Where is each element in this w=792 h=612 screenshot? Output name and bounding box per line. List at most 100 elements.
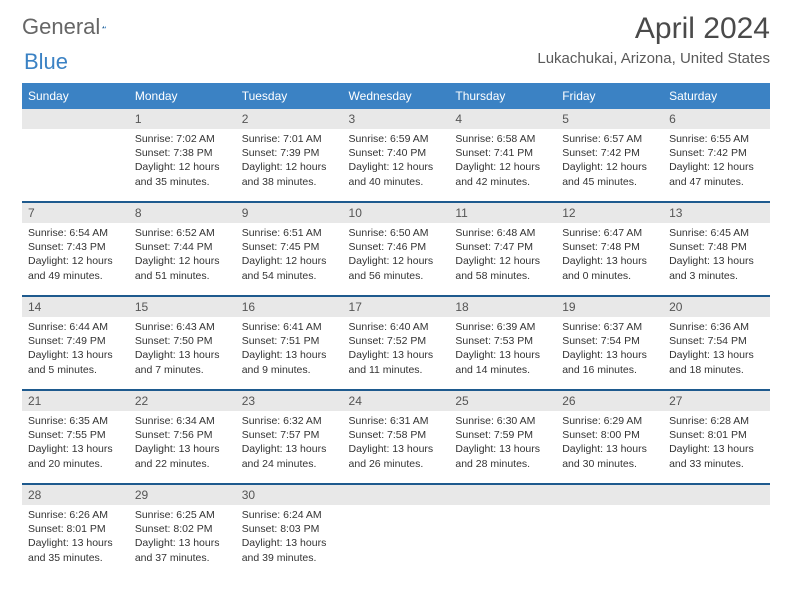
week-row: 28Sunrise: 6:26 AMSunset: 8:01 PMDayligh… bbox=[22, 485, 770, 577]
sunset-text: Sunset: 7:58 PM bbox=[349, 428, 444, 442]
daylight-text: Daylight: 13 hours and 24 minutes. bbox=[242, 442, 337, 470]
sunrise-text: Sunrise: 6:55 AM bbox=[669, 132, 764, 146]
sunset-text: Sunset: 7:42 PM bbox=[669, 146, 764, 160]
day-cell bbox=[663, 485, 770, 577]
day-cell: 30 Sunrise: 6:24 AMSunset: 8:03 PMDayligh… bbox=[236, 485, 343, 577]
day-cell: 15Sunrise: 6:43 AMSunset: 7:50 PMDayligh… bbox=[129, 297, 236, 389]
day-details: Sunrise: 6:40 AMSunset: 7:52 PMDaylight:… bbox=[343, 317, 450, 381]
day-number: 19 bbox=[556, 297, 663, 317]
daylight-text: Daylight: 13 hours and 7 minutes. bbox=[135, 348, 230, 376]
daylight-text: Daylight: 13 hours and 14 minutes. bbox=[455, 348, 550, 376]
week-row: 7 Sunrise: 6:54 AMSunset: 7:43 PM Daylight… bbox=[22, 203, 770, 295]
day-number: 18 bbox=[449, 297, 556, 317]
day-number: 4 bbox=[449, 109, 556, 129]
sunset-text: Sunset: 7:55 PM bbox=[28, 428, 123, 442]
day-header: Thursday bbox=[449, 83, 556, 109]
sunrise-text: Sunrise: 6:37 AM bbox=[562, 320, 657, 334]
day-cell: 9Sunrise: 6:51 AMSunset: 7:45 PMDaylight… bbox=[236, 203, 343, 295]
day-details: Sunrise: 6:31 AMSunset: 7:58 PMDaylight:… bbox=[343, 411, 450, 475]
sunset-text: Sunset: 7:43 PM bbox=[28, 240, 123, 254]
sunrise-text: Sunrise: 6:25 AM bbox=[135, 508, 230, 522]
day-cell: 22Sunrise: 6:34 AMSunset: 7:56 PMDayligh… bbox=[129, 391, 236, 483]
sunrise-text: Sunrise: 6:54 AM bbox=[28, 226, 123, 240]
brand-logo: General bbox=[22, 14, 126, 40]
brand-part2: Blue bbox=[24, 49, 68, 75]
daylight-text: Daylight: 13 hours and 16 minutes. bbox=[562, 348, 657, 376]
day-details: Sunrise: 6:57 AMSunset: 7:42 PMDaylight:… bbox=[556, 129, 663, 193]
sunset-text: Sunset: 7:44 PM bbox=[135, 240, 230, 254]
month-title: April 2024 bbox=[537, 14, 770, 44]
day-number: 7 bbox=[22, 203, 129, 223]
daylight-text: Daylight: 12 hours and 38 minutes. bbox=[242, 160, 337, 188]
sunrise-text: Sunrise: 6:30 AM bbox=[455, 414, 550, 428]
daylight-text: Daylight: 13 hours and 5 minutes. bbox=[28, 348, 123, 376]
day-number: 6 bbox=[663, 109, 770, 129]
day-number bbox=[343, 485, 450, 505]
day-number: 1 bbox=[129, 109, 236, 129]
day-cell: 21Sunrise: 6:35 AMSunset: 7:55 PMDayligh… bbox=[22, 391, 129, 483]
daylight-text: Daylight: 12 hours and 35 minutes. bbox=[135, 160, 230, 188]
sunrise-text: Sunrise: 6:28 AM bbox=[669, 414, 764, 428]
week-row: 14Sunrise: 6:44 AMSunset: 7:49 PMDayligh… bbox=[22, 297, 770, 389]
day-details: Sunrise: 6:36 AMSunset: 7:54 PMDaylight:… bbox=[663, 317, 770, 381]
day-number: 20 bbox=[663, 297, 770, 317]
day-number: 13 bbox=[663, 203, 770, 223]
sunrise-text: Sunrise: 6:48 AM bbox=[455, 226, 550, 240]
day-number: 23 bbox=[236, 391, 343, 411]
daylight-text: Daylight: 13 hours and 39 minutes. bbox=[242, 536, 337, 564]
day-details: Sunrise: 6:50 AMSunset: 7:46 PMDaylight:… bbox=[343, 223, 450, 287]
day-cell: 5Sunrise: 6:57 AMSunset: 7:42 PMDaylight… bbox=[556, 109, 663, 201]
sunset-text: Sunset: 7:39 PM bbox=[242, 146, 337, 160]
day-cell: 13Sunrise: 6:45 AMSunset: 7:48 PMDayligh… bbox=[663, 203, 770, 295]
day-header: Friday bbox=[556, 83, 663, 109]
sunset-text: Sunset: 7:54 PM bbox=[669, 334, 764, 348]
day-cell: 6Sunrise: 6:55 AMSunset: 7:42 PMDaylight… bbox=[663, 109, 770, 201]
sunrise-text: Sunrise: 6:35 AM bbox=[28, 414, 123, 428]
day-cell: 17Sunrise: 6:40 AMSunset: 7:52 PMDayligh… bbox=[343, 297, 450, 389]
day-number: 21 bbox=[22, 391, 129, 411]
day-header-row: Sunday Monday Tuesday Wednesday Thursday… bbox=[22, 83, 770, 109]
day-details: Sunrise: 6:25 AMSunset: 8:02 PMDaylight:… bbox=[129, 505, 236, 569]
daylight-text: Daylight: 13 hours and 28 minutes. bbox=[455, 442, 550, 470]
day-cell bbox=[343, 485, 450, 577]
week-row: 21Sunrise: 6:35 AMSunset: 7:55 PMDayligh… bbox=[22, 391, 770, 483]
sunrise-text: Sunrise: 6:26 AM bbox=[28, 508, 123, 522]
day-number bbox=[22, 109, 129, 129]
sunrise-text: Sunrise: 6:41 AM bbox=[242, 320, 337, 334]
sunset-text: Sunset: 8:01 PM bbox=[669, 428, 764, 442]
sunset-text: Sunset: 8:03 PM bbox=[242, 522, 337, 536]
daylight-text: Daylight: 13 hours and 26 minutes. bbox=[349, 442, 444, 470]
day-details: Sunrise: 6:44 AMSunset: 7:49 PMDaylight:… bbox=[22, 317, 129, 381]
sunset-text: Sunset: 7:47 PM bbox=[455, 240, 550, 254]
day-cell: 28Sunrise: 6:26 AMSunset: 8:01 PMDayligh… bbox=[22, 485, 129, 577]
day-details: Sunrise: 6:35 AMSunset: 7:55 PMDaylight:… bbox=[22, 411, 129, 475]
sunset-text: Sunset: 7:49 PM bbox=[28, 334, 123, 348]
day-number: 5 bbox=[556, 109, 663, 129]
day-cell: 2Sunrise: 7:01 AMSunset: 7:39 PMDaylight… bbox=[236, 109, 343, 201]
day-number bbox=[449, 485, 556, 505]
day-details: Sunrise: 6:59 AMSunset: 7:40 PMDaylight:… bbox=[343, 129, 450, 193]
sunrise-text: Sunrise: 6:31 AM bbox=[349, 414, 444, 428]
day-details: Sunrise: 6:32 AMSunset: 7:57 PMDaylight:… bbox=[236, 411, 343, 475]
day-cell: 20Sunrise: 6:36 AMSunset: 7:54 PMDayligh… bbox=[663, 297, 770, 389]
sunset-text: Sunset: 7:46 PM bbox=[349, 240, 444, 254]
sunset-text: Sunset: 7:48 PM bbox=[562, 240, 657, 254]
day-number: 8 bbox=[129, 203, 236, 223]
day-cell bbox=[22, 109, 129, 201]
sunrise-text: Sunrise: 6:39 AM bbox=[455, 320, 550, 334]
day-number: 30 bbox=[236, 485, 343, 505]
sunrise-text: Sunrise: 6:24 AM bbox=[242, 508, 337, 522]
day-header: Wednesday bbox=[343, 83, 450, 109]
daylight-text: Daylight: 13 hours and 0 minutes. bbox=[562, 254, 657, 282]
sunrise-text: Sunrise: 6:57 AM bbox=[562, 132, 657, 146]
sunset-text: Sunset: 7:40 PM bbox=[349, 146, 444, 160]
day-details: Sunrise: 6:48 AMSunset: 7:47 PMDaylight:… bbox=[449, 223, 556, 287]
sunset-text: Sunset: 7:51 PM bbox=[242, 334, 337, 348]
daylight-text: Daylight: 12 hours and 42 minutes. bbox=[455, 160, 550, 188]
sunrise-text: Sunrise: 6:43 AM bbox=[135, 320, 230, 334]
day-details: Sunrise: 7:01 AMSunset: 7:39 PMDaylight:… bbox=[236, 129, 343, 193]
day-cell: 25Sunrise: 6:30 AMSunset: 7:59 PMDayligh… bbox=[449, 391, 556, 483]
brand-part1: General bbox=[22, 14, 100, 40]
day-number: 16 bbox=[236, 297, 343, 317]
day-cell: 27Sunrise: 6:28 AMSunset: 8:01 PMDayligh… bbox=[663, 391, 770, 483]
